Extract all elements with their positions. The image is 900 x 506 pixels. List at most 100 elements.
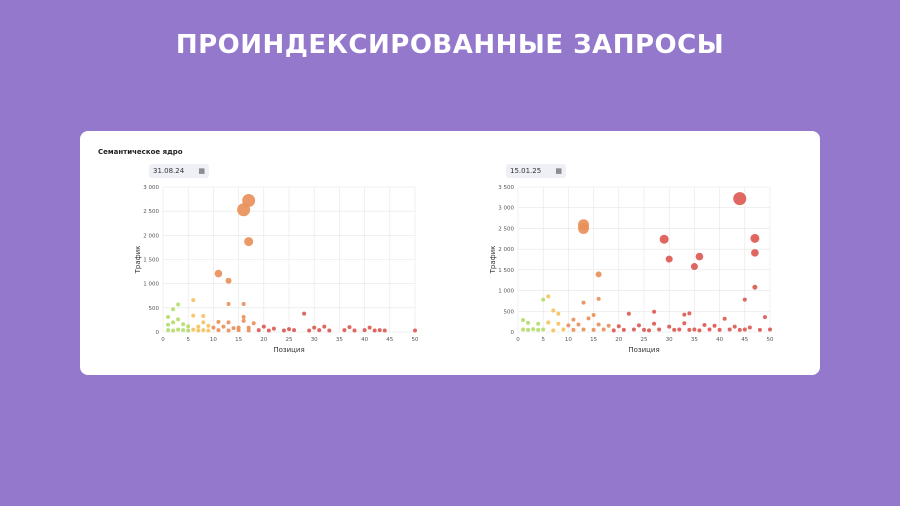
data-point [551, 328, 556, 333]
data-point [717, 327, 722, 332]
data-point [581, 327, 586, 332]
data-point [246, 328, 251, 333]
x-tick-label: 40 [361, 337, 368, 343]
x-tick-label: 15 [235, 337, 242, 343]
data-point [251, 321, 256, 326]
calendar-icon[interactable]: ▦ [198, 167, 205, 175]
data-point [541, 327, 546, 332]
data-point [702, 322, 707, 327]
y-axis-label: Трафик [489, 246, 497, 275]
data-point [347, 325, 352, 330]
data-point [556, 321, 561, 326]
data-point [647, 328, 652, 333]
data-point [292, 328, 297, 333]
data-point [191, 298, 196, 303]
date-value-left: 31.08.24 [153, 167, 185, 175]
data-point [733, 192, 747, 206]
data-point [191, 313, 196, 318]
y-tick-label: 2 500 [143, 209, 159, 215]
data-point [561, 327, 566, 332]
data-point [186, 324, 191, 329]
data-point [312, 325, 317, 330]
data-point [747, 325, 752, 330]
data-point [176, 327, 181, 332]
data-point [171, 328, 176, 333]
x-tick-label: 0 [161, 337, 165, 343]
data-point [176, 302, 181, 307]
data-point [571, 317, 576, 322]
data-point [687, 311, 692, 316]
x-tick-label: 45 [741, 337, 748, 343]
data-point [246, 325, 251, 330]
data-point [576, 322, 581, 327]
data-point [737, 327, 742, 332]
data-point [712, 323, 717, 328]
x-tick-label: 35 [691, 337, 698, 343]
data-point [237, 203, 251, 217]
calendar-icon[interactable]: ▦ [555, 167, 562, 175]
data-point [546, 294, 551, 299]
data-point [596, 296, 601, 301]
data-point [682, 321, 687, 326]
data-point [531, 327, 536, 332]
data-point [261, 324, 266, 329]
data-point [601, 327, 606, 332]
data-point [266, 328, 271, 333]
x-tick-label: 45 [386, 337, 393, 343]
date-picker-right[interactable]: 15.01.25 ▦ [506, 164, 566, 178]
y-tick-label: 1 000 [143, 282, 159, 288]
data-point [221, 324, 226, 329]
data-point [521, 317, 526, 322]
data-point [362, 328, 367, 333]
date-value-right: 15.01.25 [510, 167, 542, 175]
x-tick-label: 50 [767, 337, 774, 343]
y-tick-label: 2 500 [498, 226, 514, 232]
data-point [672, 327, 677, 332]
data-point [307, 328, 312, 333]
data-point [667, 324, 672, 329]
data-point [211, 325, 216, 330]
data-point [201, 328, 206, 333]
data-point [216, 328, 221, 333]
data-point [186, 328, 191, 333]
data-point [214, 269, 223, 278]
y-tick-label: 3 000 [143, 185, 159, 191]
data-point [181, 328, 186, 333]
data-point [677, 327, 682, 332]
x-tick-label: 30 [666, 337, 673, 343]
data-point [665, 255, 673, 263]
data-point [631, 327, 636, 332]
data-point [742, 297, 747, 302]
data-point [302, 311, 307, 316]
data-point [722, 316, 727, 321]
x-tick-label: 5 [186, 337, 190, 343]
x-tick-label: 40 [716, 337, 723, 343]
x-tick-label: 50 [412, 337, 419, 343]
card-label: Семантическое ядро [98, 148, 183, 156]
y-tick-label: 3 500 [498, 185, 514, 191]
data-point [591, 313, 596, 318]
data-point [727, 327, 732, 332]
data-point [236, 328, 241, 333]
x-axis-label: Позиция [628, 346, 659, 354]
data-point [181, 322, 186, 327]
x-tick-label: 25 [286, 337, 293, 343]
data-point [546, 320, 551, 325]
data-point [521, 327, 526, 332]
data-point [281, 328, 286, 333]
data-point [206, 323, 211, 328]
y-tick-label: 500 [504, 309, 515, 315]
data-point [695, 252, 704, 261]
data-point [757, 327, 762, 332]
data-point [659, 234, 669, 244]
semantic-core-card: Семантическое ядро 31.08.24 ▦ 15.01.25 ▦… [80, 131, 820, 375]
date-picker-left[interactable]: 31.08.24 ▦ [149, 164, 209, 178]
data-point [768, 327, 772, 332]
data-point [752, 284, 758, 290]
data-point [536, 321, 541, 326]
data-point [526, 327, 531, 332]
data-point [382, 328, 387, 333]
data-point [616, 324, 621, 329]
data-point [244, 237, 254, 247]
data-point [201, 320, 206, 325]
